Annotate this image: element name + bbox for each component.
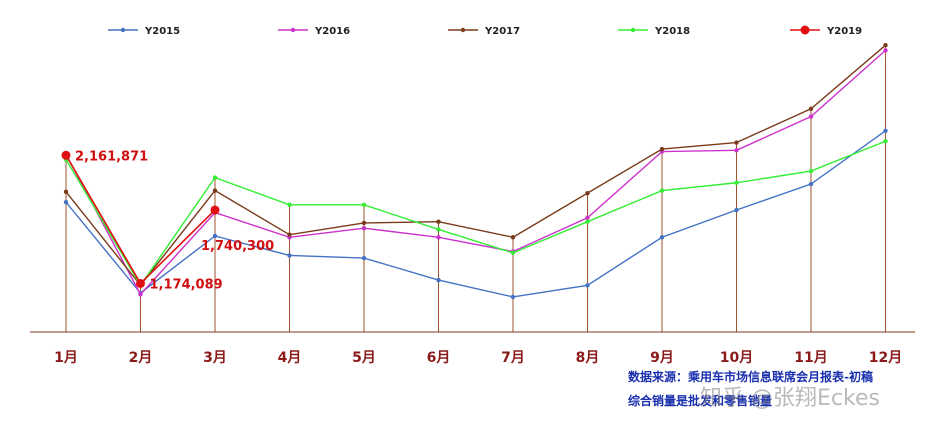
series-Y2017 [63,42,888,288]
data-point [212,233,218,239]
data-point [510,294,516,300]
x-axis-labels: 1月 2月 3月 4月 5月 6月 7月 8月 9月 10月 11月 12月 [54,350,902,366]
x-tick-label: 10月 [720,350,753,366]
data-point [361,202,367,208]
data-point [361,255,367,261]
x-tick-label: 7月 [501,350,525,366]
data-point [136,278,145,288]
data-point [287,202,292,208]
legend-label: Y2016 [314,26,350,37]
watermark: 知乎 @张翔Eckes [700,386,880,411]
x-tick-label: 3月 [203,350,227,366]
legend-label: Y2017 [484,26,520,37]
data-point [436,227,441,232]
data-point [361,225,367,231]
data-point [734,140,739,145]
legend-item: Y2018 [618,26,690,37]
data-point [659,188,665,193]
data-point [734,180,739,185]
data-point [510,250,516,256]
legend-marker [120,27,126,33]
legend-label: Y2018 [654,26,690,37]
drop-lines [65,45,886,332]
data-point [659,235,665,240]
data-point [734,207,739,213]
x-tick-label: 4月 [278,350,302,366]
series-Y2015 [63,128,888,300]
series-Y2018 [63,139,888,288]
data-point [883,42,888,48]
data-point [883,48,888,53]
data-point [436,235,441,240]
legend-label: Y2019 [826,26,862,37]
data-point [585,215,590,220]
legend-item: Y2019 [790,25,862,37]
data-point [436,277,441,283]
x-tick-label: 6月 [427,350,451,366]
data-point [63,189,69,195]
x-tick-label: 1月 [54,350,78,366]
series-Y2016 [63,48,888,297]
legend: Y2015 Y2016 Y2017 Y2018 Y2019 [108,25,862,37]
data-point [212,188,218,193]
source-note: 数据来源：乘用车市场信息联席会月报表-初稿 [628,370,873,384]
data-point [212,175,218,180]
data-point [63,200,69,205]
x-tick-label: 11月 [794,350,827,366]
data-label: 1,174,089 [150,277,223,292]
series-line-Y2016 [65,49,886,296]
data-point [585,190,590,196]
legend-marker [630,27,636,33]
data-label: 1,740,300 [201,239,274,254]
x-tick-label: 5月 [352,350,376,366]
series-line-Y2018 [65,140,886,287]
data-point [734,148,739,153]
series-line-Y2015 [65,130,886,298]
x-tick-label: 8月 [576,350,600,366]
data-point [61,150,71,160]
data-point [808,168,814,174]
data-point [808,114,814,119]
data-point [585,219,590,224]
sales-note: 综合销量是批发和零售销量 [628,394,773,408]
x-tick-label: 2月 [129,350,153,366]
series-line-Y2017 [65,44,886,287]
series-Y2019 [61,150,220,288]
data-point [585,283,590,288]
data-point [210,205,220,215]
data-point [883,139,888,144]
data-point [436,219,441,224]
legend-item: Y2017 [448,26,520,37]
data-point [287,232,292,237]
data-point [659,146,665,152]
data-point [808,106,814,111]
x-tick-label: 12月 [869,350,902,366]
x-tick-label: 9月 [650,350,674,366]
data-point [808,181,814,187]
data-point [510,235,516,240]
data-point [138,292,143,297]
legend-item: Y2016 [278,26,350,37]
legend-marker [460,27,466,33]
legend-item: Y2015 [108,26,180,37]
data-label: 2,161,871 [75,149,148,164]
legend-marker [290,27,296,33]
legend-label: Y2015 [144,26,180,37]
data-point [287,253,292,258]
data-point [361,220,367,226]
data-point [883,128,888,134]
data-labels: 2,161,871 1,174,089 1,740,300 [75,149,274,292]
legend-marker [800,25,810,35]
series-group [61,42,888,300]
